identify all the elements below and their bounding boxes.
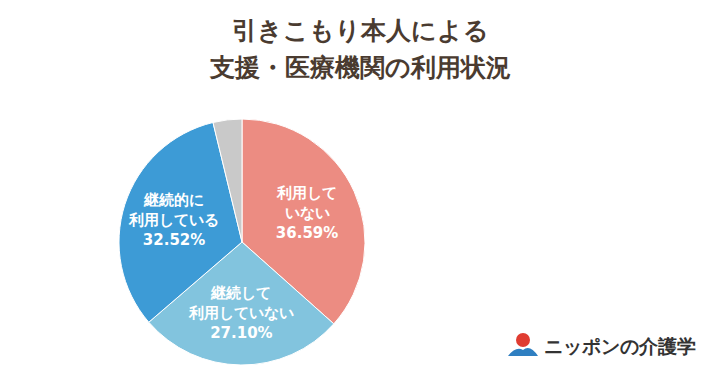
svg-text:利用していない36.59%: 利用していない36.59% <box>276 184 338 242</box>
svg-text:継続して利用していない27.10%: 継続して利用していない27.10% <box>188 284 294 342</box>
html-text:引きこもり本人による: 引きこもり本人による <box>231 16 489 45</box>
html-text:支援・医療機関の利用状況: 支援・医療機関の利用状況 <box>209 53 511 82</box>
svg-text:継続的に利用している32.52%: 継続的に利用している32.52% <box>128 191 219 249</box>
html-text:ニッポンの介護学: ニッポンの介護学 <box>544 335 696 357</box>
